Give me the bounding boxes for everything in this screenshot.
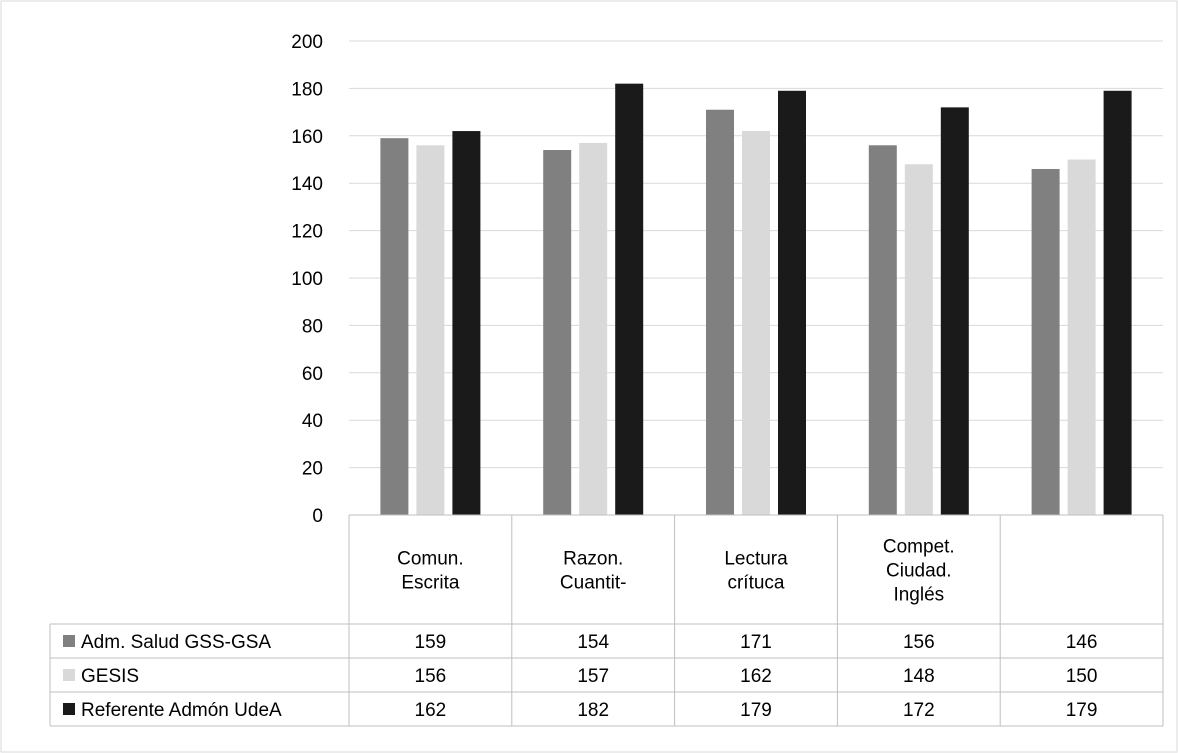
bar [1031, 168, 1060, 516]
y-tick-label: 120 [291, 222, 323, 243]
y-tick-label: 180 [291, 79, 323, 100]
series-name: Adm. Salud GSS-GSA [81, 632, 271, 653]
category-label: Razon. [563, 549, 623, 570]
data-label: 171 [740, 632, 772, 653]
data-label: 146 [1066, 632, 1098, 653]
y-tick-label: 60 [302, 364, 323, 385]
bar [615, 83, 644, 515]
data-label: 157 [577, 666, 609, 687]
y-tick-label: 100 [291, 269, 323, 290]
data-label: 148 [903, 666, 935, 687]
category-label: Compet. [883, 537, 955, 558]
data-label: 159 [415, 632, 447, 653]
bar [868, 145, 897, 515]
bar [543, 150, 572, 515]
data-label: 154 [577, 632, 609, 653]
bar [1103, 90, 1132, 516]
y-axis-tick-labels: 0 20 40 60 80 100 120 140 160 180 200 [291, 32, 323, 527]
y-tick-label: 80 [302, 316, 323, 337]
data-label: 150 [1066, 666, 1098, 687]
data-label: 182 [577, 700, 609, 721]
data-label: 156 [903, 632, 935, 653]
bar [579, 142, 608, 515]
legend-key [63, 703, 75, 715]
bar [940, 107, 969, 516]
category-label: Lectura [724, 549, 788, 570]
legend-key [63, 669, 75, 681]
series-name: GESIS [81, 666, 139, 687]
series-name: Referente Admón UdeA [81, 700, 282, 721]
category-label: crítuca [727, 573, 784, 594]
bar [742, 131, 770, 515]
category-label: Inglés [893, 585, 944, 606]
bar [1067, 159, 1096, 515]
bar [706, 109, 734, 515]
y-tick-label: 40 [302, 411, 323, 432]
data-label: 162 [415, 700, 447, 721]
data-label: 179 [1066, 700, 1098, 721]
gridlines [349, 40, 1163, 469]
y-tick-label: 160 [291, 127, 323, 148]
bar [380, 138, 409, 516]
category-label: Cuantit- [560, 573, 627, 594]
bar [452, 131, 481, 515]
bar [416, 145, 445, 515]
data-label: 156 [415, 666, 447, 687]
y-tick-label: 140 [291, 174, 323, 195]
bar [778, 90, 806, 516]
data-label: 179 [740, 700, 772, 721]
y-tick-label: 200 [291, 32, 323, 53]
legend-key [63, 635, 75, 647]
y-tick-label: 20 [302, 459, 323, 480]
data-table: Comun. Escrita Razon. Cuantit- Lectura crítuc… [49, 514, 1164, 727]
category-label: Ciudad. [886, 561, 952, 582]
bars [380, 83, 1132, 516]
data-label: 162 [740, 666, 772, 687]
y-tick-label: 0 [312, 506, 323, 527]
data-label: 172 [903, 700, 935, 721]
category-label: Comun. [397, 549, 464, 570]
category-label: Escrita [401, 573, 460, 594]
bar [904, 164, 933, 516]
